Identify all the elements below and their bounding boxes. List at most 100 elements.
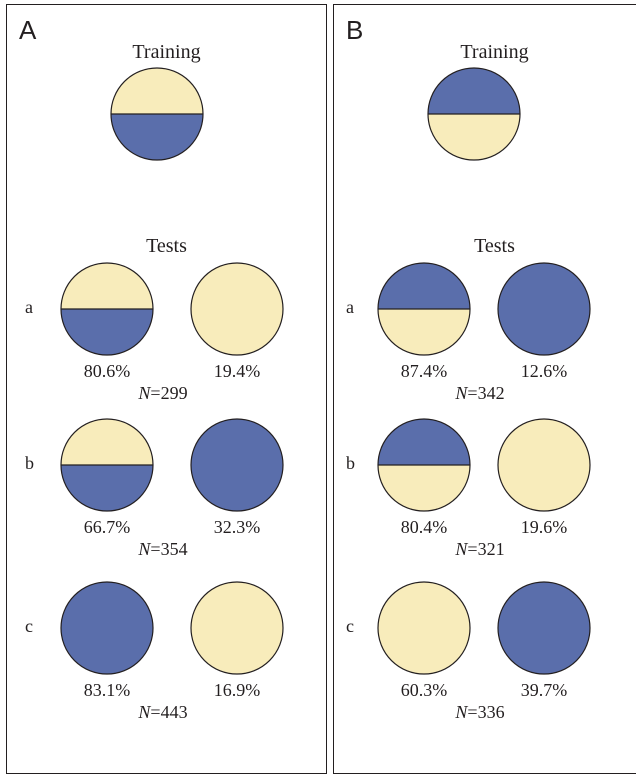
bottom-half: [498, 309, 590, 355]
row-letter: c: [25, 616, 33, 636]
n-value: =354: [150, 539, 188, 559]
test-circle-left: [60, 262, 154, 356]
circle-outline: [190, 581, 284, 675]
circle-outline: [497, 262, 591, 356]
sample-size: N=336: [420, 702, 540, 723]
n-symbol: N: [455, 383, 468, 403]
panel-a: A Training Tests a 80.6% 19.4% N=299 b 6…: [6, 4, 327, 774]
left-percentage: 60.3%: [400, 680, 448, 700]
bottom-half: [378, 628, 470, 674]
left-percentage: 80.4%: [400, 517, 448, 537]
test-circle-left: [377, 418, 471, 512]
top-half: [191, 582, 283, 628]
circle-outline: [60, 581, 154, 675]
circle-outline: [377, 262, 471, 356]
top-half: [428, 68, 520, 114]
right-percentage: 19.6%: [520, 517, 568, 537]
circle-outline: [60, 418, 154, 512]
training-heading: Training: [460, 41, 529, 63]
bottom-half: [191, 628, 283, 674]
bottom-half: [498, 465, 590, 511]
left-percentage: 80.6%: [83, 361, 131, 381]
n-value: =342: [467, 383, 505, 403]
row-letter: b: [346, 453, 355, 473]
sample-size: N=299: [103, 383, 223, 404]
right-percentage: 32.3%: [213, 517, 261, 537]
training-circle: [427, 67, 521, 161]
n-value: =299: [150, 383, 188, 403]
left-percentage: 83.1%: [83, 680, 131, 700]
test-circle-right: [497, 581, 591, 675]
top-half: [498, 419, 590, 465]
circle-outline: [377, 581, 471, 675]
right-percentage: 12.6%: [520, 361, 568, 381]
bottom-half: [428, 114, 520, 160]
tests-heading: Tests: [146, 235, 187, 257]
n-symbol: N: [138, 383, 151, 403]
test-circle-right: [497, 418, 591, 512]
n-value: =321: [467, 539, 505, 559]
circle-outline: [190, 418, 284, 512]
circle-outline: [110, 67, 204, 161]
n-symbol: N: [138, 702, 151, 722]
training-circle: [110, 67, 204, 161]
test-circle-right: [190, 262, 284, 356]
n-symbol: N: [455, 539, 468, 559]
bottom-half: [61, 465, 153, 511]
bottom-half: [191, 465, 283, 511]
top-half: [498, 263, 590, 309]
bottom-half: [498, 628, 590, 674]
sample-size: N=321: [420, 539, 540, 560]
bottom-half: [378, 465, 470, 511]
circle-outline: [190, 262, 284, 356]
top-half: [378, 582, 470, 628]
tests-heading: Tests: [474, 235, 515, 257]
bottom-half: [61, 309, 153, 355]
row-letter: a: [346, 297, 354, 317]
test-circle-left: [60, 581, 154, 675]
top-half: [498, 582, 590, 628]
row-letter: a: [25, 297, 33, 317]
panel-letter: A: [19, 15, 37, 45]
n-symbol: N: [455, 702, 468, 722]
top-half: [61, 582, 153, 628]
n-value: =336: [467, 702, 505, 722]
top-half: [378, 419, 470, 465]
bottom-half: [378, 309, 470, 355]
top-half: [191, 419, 283, 465]
bottom-half: [191, 309, 283, 355]
training-heading: Training: [132, 41, 201, 63]
panel-b: B Training Tests a 87.4% 12.6% N=342 b 8…: [333, 4, 636, 774]
left-percentage: 66.7%: [83, 517, 131, 537]
test-circle-right: [497, 262, 591, 356]
row-letter: c: [346, 616, 354, 636]
top-half: [378, 263, 470, 309]
right-percentage: 19.4%: [213, 361, 261, 381]
top-half: [61, 419, 153, 465]
sample-size: N=443: [103, 702, 223, 723]
n-symbol: N: [138, 539, 151, 559]
right-percentage: 16.9%: [213, 680, 261, 700]
panel-letter: B: [346, 15, 364, 45]
circle-outline: [497, 418, 591, 512]
circle-outline: [377, 418, 471, 512]
test-circle-left: [377, 581, 471, 675]
test-circle-left: [60, 418, 154, 512]
bottom-half: [61, 628, 153, 674]
right-percentage: 39.7%: [520, 680, 568, 700]
top-half: [191, 263, 283, 309]
test-circle-left: [377, 262, 471, 356]
left-percentage: 87.4%: [400, 361, 448, 381]
n-value: =443: [150, 702, 188, 722]
top-half: [61, 263, 153, 309]
test-circle-right: [190, 581, 284, 675]
circle-outline: [427, 67, 521, 161]
bottom-half: [111, 114, 203, 160]
circle-outline: [60, 262, 154, 356]
circle-outline: [497, 581, 591, 675]
test-circle-right: [190, 418, 284, 512]
sample-size: N=342: [420, 383, 540, 404]
top-half: [111, 68, 203, 114]
sample-size: N=354: [103, 539, 223, 560]
row-letter: b: [25, 453, 34, 473]
